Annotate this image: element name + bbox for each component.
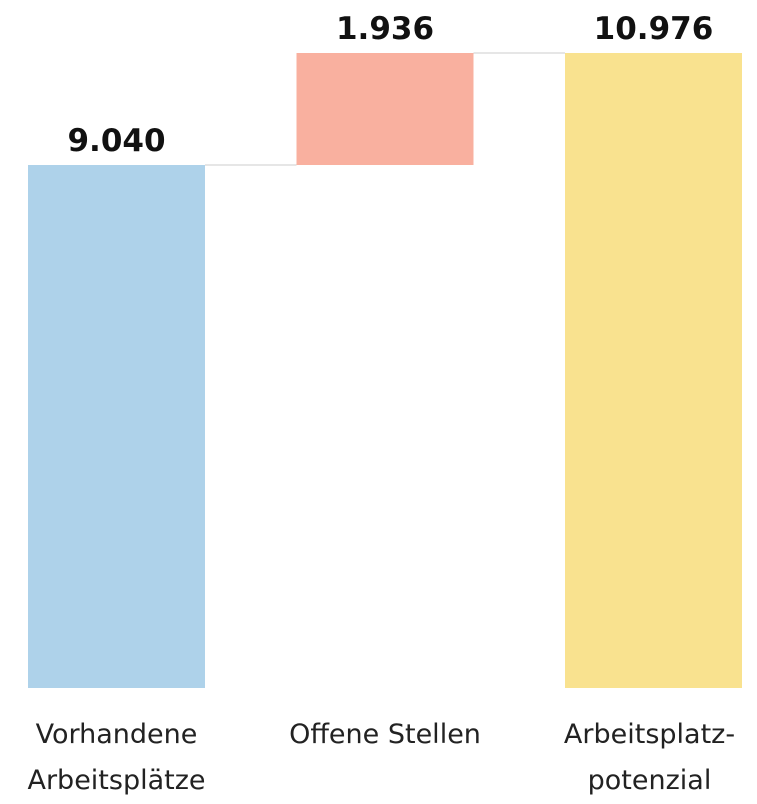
x-tick-label: Offene Stellen (289, 719, 481, 750)
bar (296, 53, 474, 166)
x-tick-label: Arbeitsplatz-potenzial (563, 719, 736, 796)
value-label: 1.936 (336, 11, 434, 47)
value-label: 10.976 (594, 11, 714, 47)
x-tick-label: Vorhandene Arbeitsplätze (27, 719, 206, 796)
bar (28, 165, 205, 688)
bar (565, 53, 742, 688)
value-label: 9.040 (67, 123, 165, 159)
